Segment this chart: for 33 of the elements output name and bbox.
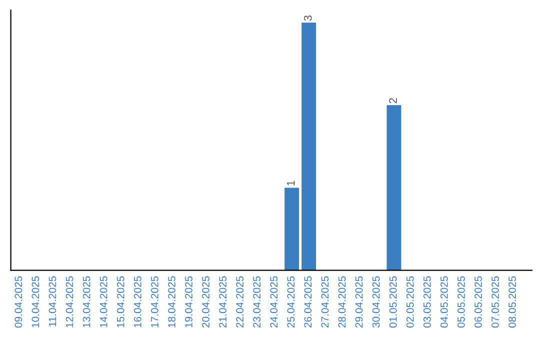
x-tick-label: 20.04.2025 <box>202 276 210 328</box>
x-tick-label: 25.04.2025 <box>287 276 295 328</box>
x-tick-label: 15.04.2025 <box>116 276 124 328</box>
x-tick-label: 07.05.2025 <box>492 276 499 328</box>
data-label: 3 <box>304 16 312 21</box>
data-label: 1 <box>287 180 295 186</box>
data-label: 2 <box>389 98 397 104</box>
x-tick-label: 06.05.2025 <box>474 276 482 328</box>
x-tick-label: 24.04.2025 <box>270 276 278 328</box>
x-tick-label: 13.04.2025 <box>82 276 90 328</box>
x-tick-label: 09.04.2025 <box>14 276 22 328</box>
x-tick-label: 29.04.2025 <box>355 276 363 328</box>
x-tick-label: 30.04.2025 <box>372 276 380 328</box>
x-tick-label: 08.05.2025 <box>508 276 516 328</box>
x-tick-label: 03.05.2025 <box>423 276 431 328</box>
x-tick-label: 17.04.2025 <box>150 276 158 328</box>
x-tick-label: 10.04.2025 <box>32 276 40 328</box>
x-tick-label: 05.05.2025 <box>458 276 465 328</box>
x-tick-label: 01.05.2025 <box>389 276 397 328</box>
x-tick-label: 22.04.2025 <box>236 276 244 328</box>
x-tick-label: 23.04.2025 <box>253 276 261 328</box>
x-tick-label: 21.04.2025 <box>219 276 226 328</box>
x-tick-label: 18.04.2025 <box>168 276 176 328</box>
x-tick-label: 19.04.2025 <box>185 276 192 328</box>
x-tick-label: 14.04.2025 <box>100 276 108 328</box>
x-tick-label: 27.04.2025 <box>321 276 329 328</box>
x-tick-label: 04.05.2025 <box>440 276 448 328</box>
x-tick-label: 28.04.2025 <box>338 276 346 328</box>
x-tick-label: 11.04.2025 <box>48 276 56 326</box>
x-tick-label: 16.04.2025 <box>134 276 142 328</box>
x-tick-label: 02.05.2025 <box>406 276 414 328</box>
x-tick-label: 26.04.2025 <box>304 276 312 328</box>
x-tick-label: 12.04.2025 <box>66 276 74 328</box>
